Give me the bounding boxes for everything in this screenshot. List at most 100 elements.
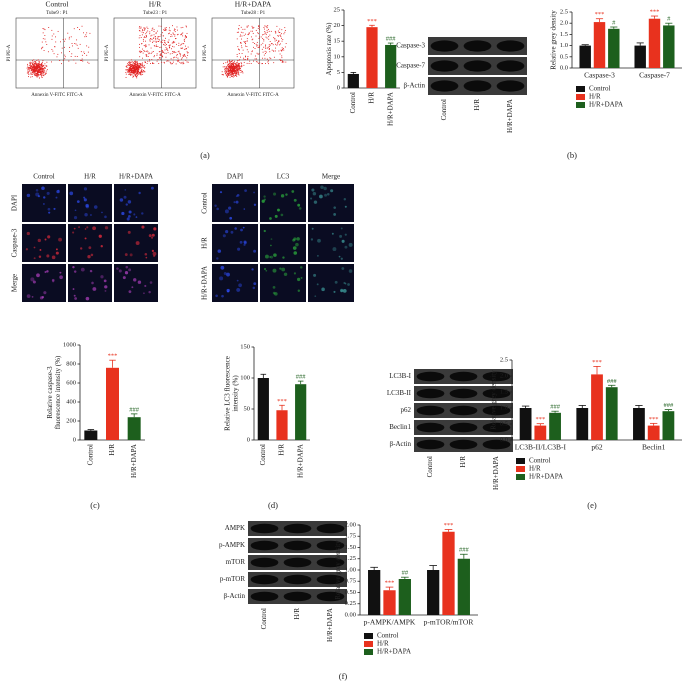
flow-dot	[35, 71, 37, 72]
flow-dot	[29, 61, 31, 63]
flow-dot	[131, 72, 133, 74]
if-cell	[312, 191, 317, 196]
flow-dot	[252, 30, 253, 32]
flow-dot	[140, 73, 142, 75]
flow-dot	[174, 28, 176, 30]
flow-dot	[238, 53, 240, 55]
significance-mark: ***	[367, 18, 377, 25]
flow-dot	[180, 34, 182, 36]
if-cell	[341, 239, 345, 243]
flow-dot	[134, 62, 136, 64]
flow-dot	[27, 67, 29, 68]
flow-dot	[146, 62, 148, 64]
flow-dot	[174, 41, 176, 43]
flow-dot	[235, 75, 237, 76]
flow-dot	[235, 65, 237, 67]
if-cell	[319, 194, 323, 199]
flow-dot	[36, 72, 38, 74]
flow-dot	[141, 62, 143, 64]
flow-dot	[244, 42, 246, 43]
flow-dot	[131, 71, 133, 73]
flow-dot	[234, 69, 236, 71]
blot-band	[482, 388, 511, 399]
flow-dot	[222, 74, 224, 76]
bar	[347, 73, 359, 88]
flow-dot	[155, 44, 157, 46]
flow-dot	[40, 68, 42, 70]
flow-dot	[237, 66, 239, 67]
flow-dot	[135, 67, 136, 69]
if-cell	[83, 187, 88, 191]
if-cell	[122, 276, 126, 280]
flow-dot	[233, 66, 235, 68]
flow-dot	[141, 69, 143, 70]
flow-dot	[41, 69, 43, 71]
x-tick-label: H/R	[368, 92, 376, 104]
flow-dot	[34, 73, 35, 75]
flow-dot	[268, 49, 270, 50]
bar	[579, 45, 591, 68]
flow-dot	[125, 69, 127, 71]
if-cell	[274, 214, 278, 218]
flow-dot	[231, 67, 233, 69]
flow-dot	[149, 63, 151, 64]
flow-dot	[257, 32, 259, 34]
y-tick-label: 1.0	[500, 404, 508, 411]
if-cell	[253, 249, 257, 253]
flow-dot	[48, 27, 50, 28]
flow-dot	[144, 45, 146, 47]
flow-dot	[162, 56, 164, 58]
flow-dot	[33, 69, 35, 71]
band-label: mTOR	[226, 558, 246, 566]
flow-dot	[143, 37, 145, 38]
flow-dot	[242, 28, 244, 30]
bar	[519, 408, 532, 440]
flow-dot	[247, 25, 249, 27]
if-cell	[253, 191, 255, 194]
flow-dot	[44, 65, 46, 67]
bar	[534, 425, 547, 440]
flow-dot	[239, 59, 241, 61]
flow-dot	[265, 34, 267, 36]
if-cell	[91, 281, 94, 285]
flow-dot	[278, 50, 280, 52]
flow-dot	[231, 63, 233, 65]
flow-dot	[171, 52, 173, 54]
if-cell	[298, 207, 302, 210]
flow-dot	[258, 46, 260, 48]
flow-dot	[136, 66, 138, 68]
flow-dot	[30, 73, 32, 75]
flow-dot	[157, 46, 159, 47]
flow-dot	[237, 70, 239, 72]
flow-dot	[32, 67, 34, 68]
flow-dot	[41, 41, 43, 43]
flow-dot	[231, 63, 232, 65]
flow-dot	[87, 61, 89, 63]
flow-dot	[181, 61, 183, 63]
if-cell	[285, 193, 288, 196]
flow-dot	[69, 51, 70, 52]
flow-dot	[172, 25, 173, 27]
flow-dot	[232, 62, 234, 64]
flow-dot	[131, 72, 133, 74]
flow-dot	[138, 73, 140, 75]
flow-dot	[125, 72, 127, 73]
flow-dot	[43, 28, 45, 30]
legend-swatch	[516, 458, 525, 464]
if-cell	[338, 255, 341, 258]
flow-dot	[42, 38, 44, 40]
significance-mark: ##	[402, 570, 409, 577]
flow-dot	[73, 59, 75, 61]
flow-dot	[232, 73, 233, 75]
flow-dot	[245, 41, 247, 42]
flow-dot	[31, 70, 33, 72]
flow-dot	[41, 65, 42, 67]
flow-dot	[174, 31, 176, 33]
flow-dot	[157, 41, 159, 42]
flow-dot	[236, 38, 238, 40]
flow-dot	[35, 65, 37, 67]
flow-dot	[226, 68, 228, 70]
flow-xlabel: Annexin V-FITC FITC-A	[227, 93, 279, 98]
flow-dot	[238, 60, 240, 61]
flow-dot	[263, 27, 265, 29]
